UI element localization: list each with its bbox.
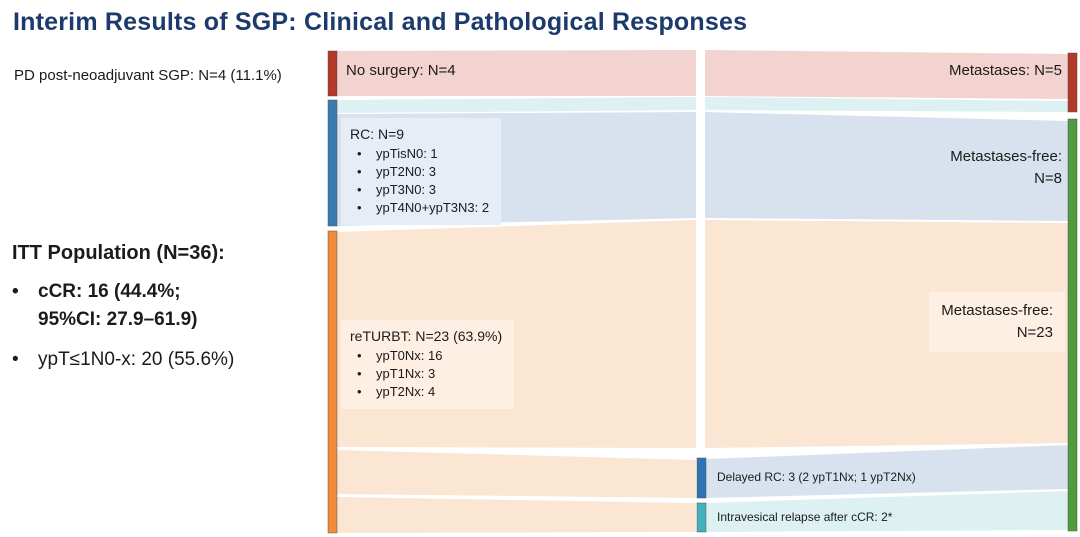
rc-bullet-text: ypT2N0: 3	[376, 164, 436, 179]
rc-bullet: ypT4N0+ypT3N3: 2	[350, 199, 489, 217]
itt-heading: ITT Population (N=36):	[12, 242, 225, 264]
flow-delayed-rc-metfree-right	[706, 445, 1068, 498]
flow-rc-to-metastases-right	[705, 97, 1068, 112]
flow-returbt-metfree-right	[705, 220, 1068, 448]
flow-rc-metfree-right	[705, 112, 1068, 221]
returbt-bullet-text: ypT0Nx: 16	[376, 348, 443, 363]
node-intravesical	[696, 502, 707, 533]
rc-bullet-text: ypTisN0: 1	[376, 146, 438, 161]
rc-bullet: ypT2N0: 3	[350, 163, 489, 181]
returbt-bullet-text: ypT2Nx: 4	[376, 384, 436, 399]
itt-bullet-ypt-text: ypT≤1N0-x: 20 (55.6%)	[38, 349, 235, 370]
node-delayed-rc	[696, 457, 707, 499]
rc-label: RC: N=9	[350, 126, 405, 142]
flow-no-surgery-right	[705, 50, 1068, 99]
returbt-label: reTURBT: N=23 (63.9%)	[350, 328, 503, 344]
returbt-detail-box: reTURBT: N=23 (63.9%) ypT0Nx: 16 ypT1Nx:…	[341, 320, 515, 409]
returbt-bullet: ypT0Nx: 16	[350, 347, 502, 365]
itt-summary-block: ITT Population (N=36): cCR: 16 (44.4%; 9…	[12, 242, 332, 374]
itt-bullet-ypt: ypT≤1N0-x: 20 (55.6%)	[12, 346, 332, 374]
returbt-bullet: ypT2Nx: 4	[350, 383, 502, 401]
rc-bullet: ypT3N0: 3	[350, 181, 489, 199]
flow-returbt-intravesical-left	[337, 497, 696, 533]
no-surgery-label: No surgery: N=4	[346, 62, 456, 79]
rc-bullet-text: ypT4N0+ypT3N3: 2	[376, 200, 490, 215]
flow-rc-to-metastases-left	[337, 97, 696, 113]
metastases-free-returbt-label: Metastases-free: N=23	[929, 292, 1065, 352]
node-no-surgery	[327, 50, 338, 97]
rc-detail-box: RC: N=9 ypTisN0: 1 ypT2N0: 3 ypT3N0: 3 y…	[341, 118, 502, 225]
flow-returbt-delayed-rc-left	[337, 450, 696, 498]
flow-intravesical-metfree-right	[706, 491, 1068, 532]
itt-bullet-ccr-text: cCR: 16 (44.4%; 95%CI: 27.9–61.9)	[38, 281, 198, 330]
pd-note-text: PD post-neoadjuvant SGP: N=4 (11.1%)	[14, 67, 282, 84]
delayed-rc-label: Delayed RC: 3 (2 ypT1Nx; 1 ypT2Nx)	[717, 470, 916, 484]
metastases-label: Metastases: N=5	[949, 62, 1062, 79]
intravesical-relapse-label: Intravesical relapse after cCR: 2*	[717, 510, 893, 524]
node-rc	[327, 99, 338, 227]
rc-bullet: ypTisN0: 1	[350, 145, 489, 163]
node-metastases	[1067, 52, 1078, 113]
itt-bullet-ccr: cCR: 16 (44.4%; 95%CI: 27.9–61.9)	[12, 278, 332, 334]
returbt-bullet: ypT1Nx: 3	[350, 365, 502, 383]
node-metastases-free	[1067, 118, 1078, 532]
flow-no-surgery-left	[337, 50, 696, 96]
metastases-free-rc-label: Metastases-free: N=8	[950, 148, 1062, 187]
returbt-bullet-text: ypT1Nx: 3	[376, 366, 436, 381]
rc-bullet-text: ypT3N0: 3	[376, 182, 436, 197]
page-title: Interim Results of SGP: Clinical and Pat…	[13, 8, 748, 36]
node-returbt	[327, 230, 338, 534]
